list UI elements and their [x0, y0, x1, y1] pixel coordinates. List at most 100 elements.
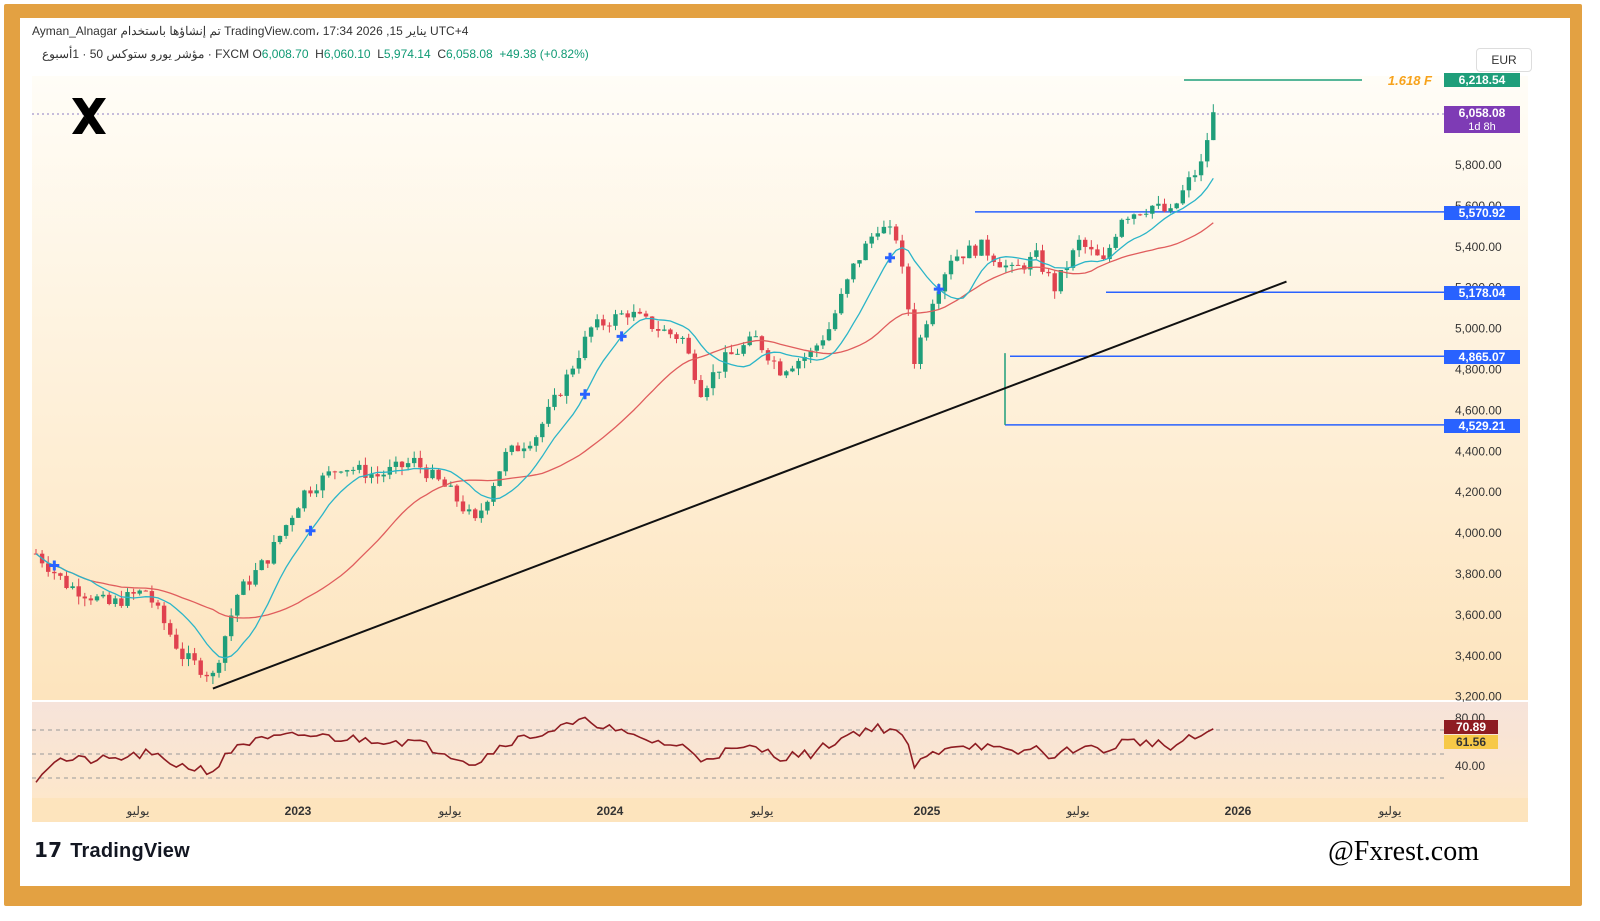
- candle-body: [131, 592, 136, 594]
- candle-body: [979, 239, 984, 256]
- candle-body: [753, 336, 758, 338]
- candle-body: [851, 263, 856, 280]
- candle-body: [1101, 255, 1106, 260]
- candle-body: [1156, 203, 1161, 206]
- candle-body: [875, 233, 880, 237]
- candle-body: [405, 463, 411, 468]
- candle-body: [1046, 271, 1051, 274]
- candle-body: [613, 314, 618, 326]
- candle-body: [94, 596, 100, 601]
- candle-body: [1150, 205, 1155, 214]
- candle-body: [631, 311, 636, 318]
- axes: 5,800.005,600.005,400.005,200.005,000.00…: [125, 73, 1520, 818]
- time-tick-label: يوليو: [125, 804, 149, 818]
- candle-body: [765, 350, 771, 361]
- time-axis-bg: [32, 798, 1528, 822]
- candle-body: [52, 571, 57, 574]
- rsi-value-tag-box: [1444, 720, 1498, 734]
- candle-body: [961, 256, 966, 259]
- candle-body: [820, 340, 826, 346]
- candle-body: [503, 451, 508, 472]
- low-label: L: [377, 47, 384, 61]
- candle-body: [1095, 249, 1100, 256]
- candle-body: [1205, 140, 1210, 162]
- candle-body: [521, 448, 527, 452]
- candle-body: [259, 560, 264, 571]
- change-value: +49.38 (+0.82%): [499, 47, 589, 61]
- price-tick-label: 3,200.00: [1455, 690, 1502, 704]
- candle-body: [491, 485, 496, 502]
- candle-body: [973, 245, 978, 256]
- candle-body: [924, 324, 929, 338]
- price-tick-label: 5,400.00: [1455, 240, 1502, 254]
- candle-body: [1186, 177, 1192, 191]
- close-value: 6,058.08: [445, 47, 493, 61]
- candle-body: [717, 371, 722, 373]
- open-label: O: [252, 47, 262, 61]
- tradingview-wordmark: TradingView: [70, 840, 190, 862]
- candle-body: [698, 380, 704, 398]
- candle-body: [1028, 256, 1033, 270]
- candle-body: [412, 457, 417, 464]
- candle-body: [82, 596, 87, 599]
- candle-body: [253, 570, 258, 585]
- candle-body: [704, 388, 710, 398]
- candle-body: [302, 490, 307, 509]
- price-tick-label: 5,000.00: [1455, 322, 1502, 336]
- currency-button[interactable]: EUR: [1476, 48, 1532, 72]
- candle-body: [900, 240, 905, 267]
- candle-body: [460, 501, 466, 512]
- candle-body: [1083, 239, 1088, 247]
- candle-body: [1064, 267, 1070, 271]
- price-tick-label: 4,400.00: [1455, 444, 1502, 458]
- candle-body: [473, 509, 478, 519]
- slow-ma-line: [35, 222, 1214, 619]
- candle-body: [784, 371, 789, 376]
- tradingview-logo[interactable]: 17 TradingView: [34, 838, 190, 863]
- high-label: H: [315, 47, 324, 61]
- last-price-tag-countdown: 1d 8h: [1468, 121, 1496, 133]
- candle-body: [515, 445, 521, 452]
- candle-body: [668, 329, 673, 335]
- level1-price-tag: 5,570.92: [1459, 206, 1506, 220]
- fast-ma-line: [35, 177, 1214, 659]
- candle-body: [369, 474, 374, 478]
- candle-body: [283, 525, 289, 536]
- candle-body: [790, 368, 795, 372]
- candle-body: [808, 350, 813, 357]
- candle-body: [393, 461, 399, 467]
- candle-body: [125, 592, 130, 606]
- level4-price-tag-box: [1444, 419, 1520, 433]
- cross-marker: [49, 560, 60, 571]
- candle-body: [918, 337, 923, 364]
- price-tick-label: 5,800.00: [1455, 158, 1502, 172]
- candle-body: [1107, 247, 1112, 260]
- candle-body: [113, 598, 118, 605]
- level3-price-tag: 4,865.07: [1459, 350, 1506, 364]
- candle-body: [558, 394, 563, 396]
- candle-body: [424, 467, 429, 479]
- candle-body: [1089, 246, 1094, 250]
- candle-body: [637, 311, 643, 314]
- candle-body: [174, 634, 179, 649]
- candle-body: [595, 319, 600, 328]
- candle-body: [625, 313, 630, 318]
- candle-body: [338, 471, 344, 473]
- cross-marker: [933, 284, 944, 295]
- candle-body: [290, 517, 295, 526]
- candle-body: [1119, 219, 1124, 237]
- candle-body: [271, 541, 277, 564]
- candle-body: [527, 445, 533, 449]
- candle-body: [399, 461, 405, 468]
- candle-body: [326, 471, 331, 476]
- candle-body: [985, 239, 990, 256]
- cross-marker: [616, 331, 627, 342]
- price-pane-bg: [32, 76, 1444, 700]
- candle-body: [186, 653, 191, 660]
- candle-body: [436, 469, 441, 480]
- candle-body: [277, 535, 283, 542]
- candle-body: [857, 260, 862, 264]
- candle-body: [198, 660, 203, 675]
- candle-body: [235, 594, 240, 616]
